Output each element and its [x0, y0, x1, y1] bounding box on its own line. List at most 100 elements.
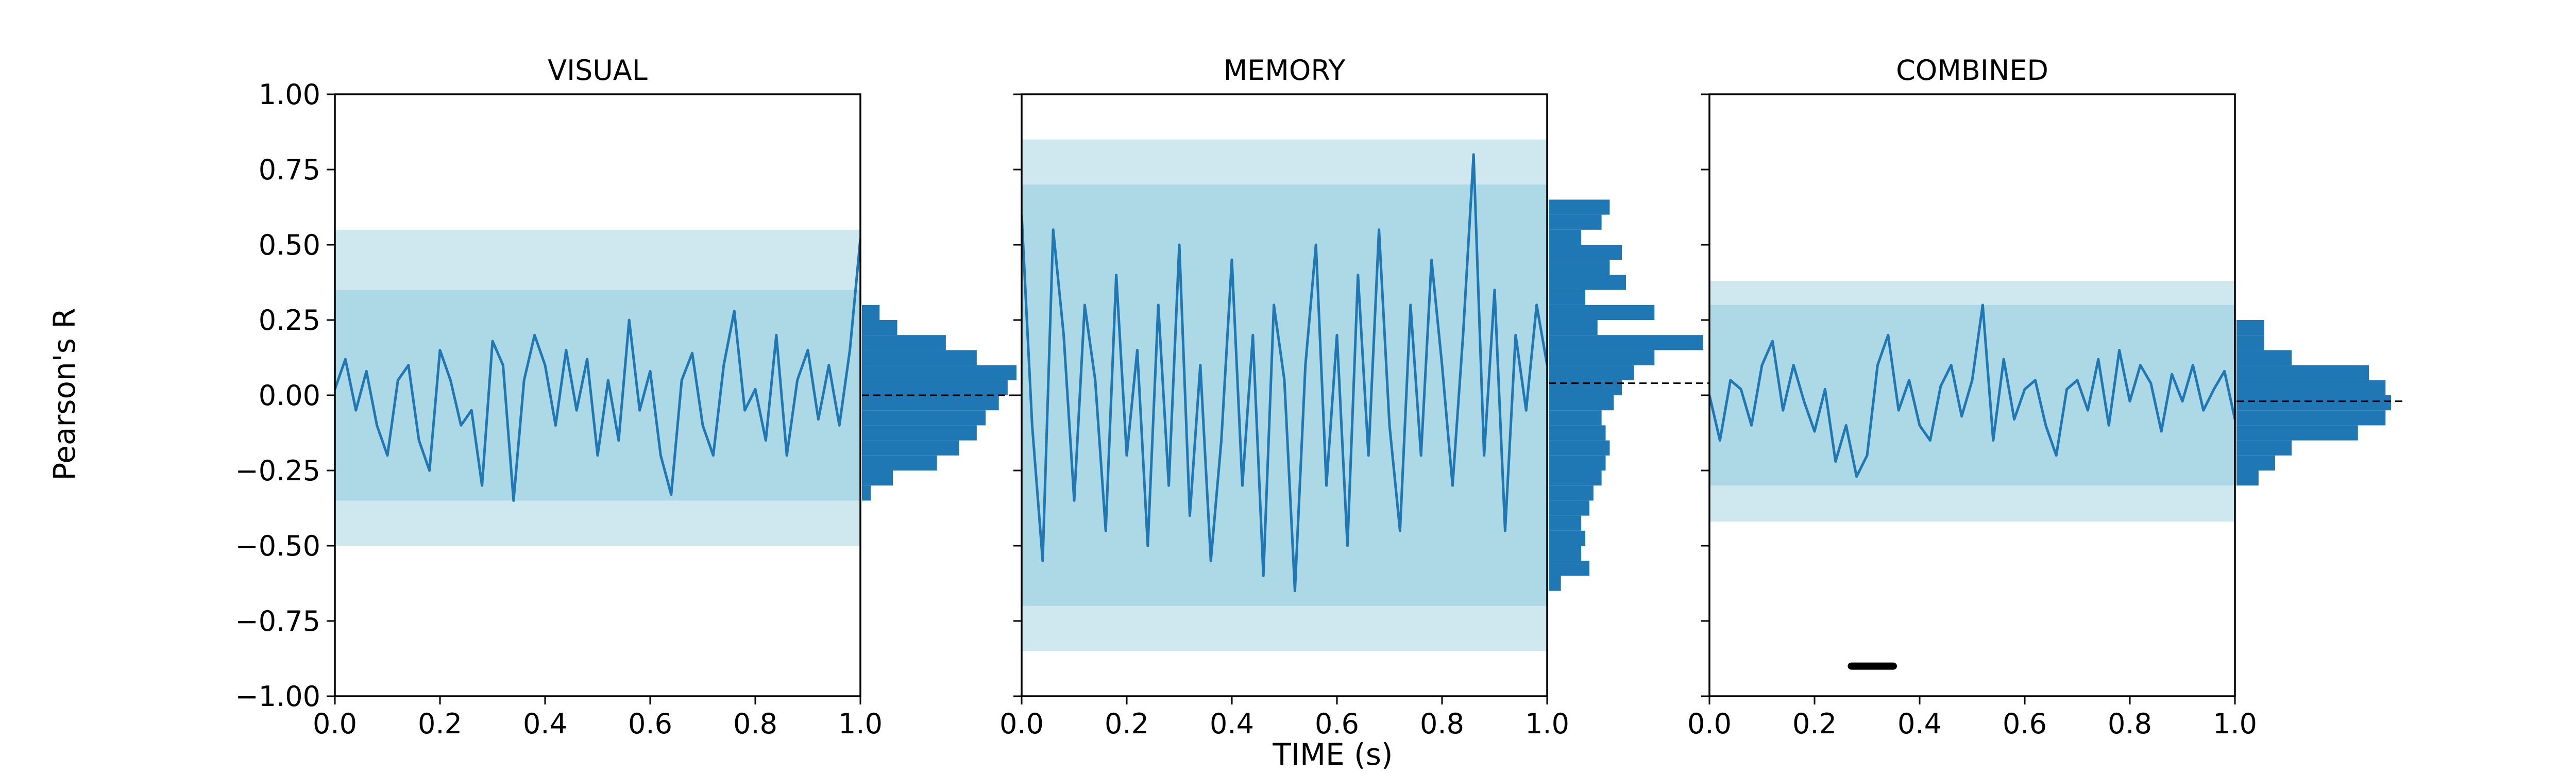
histogram-bar	[862, 440, 959, 456]
series-line	[1709, 304, 2235, 478]
x-tick-label: 0.4	[1210, 708, 1254, 740]
panel-memory: MEMORY 0.0 0.2 0.4 0.6 0.8 1.0	[999, 54, 1719, 740]
histogram-bar	[1549, 350, 1655, 365]
histogram-bar	[1549, 500, 1589, 516]
x-tick-label: 0.8	[1420, 708, 1464, 740]
histogram-bar	[2236, 455, 2275, 470]
histogram-bar	[862, 395, 999, 411]
histogram-bar	[1549, 425, 1606, 441]
x-tick-label: 0.0	[313, 708, 357, 740]
x-axis-ticks: 0.0 0.2 0.4 0.6 0.8 1.0	[1687, 696, 2257, 740]
histogram-bar	[2236, 335, 2264, 350]
histogram-bar	[1549, 530, 1586, 546]
x-tick-label: 1.0	[1525, 708, 1569, 740]
histogram-bar	[1549, 320, 1598, 335]
histogram-bar	[1549, 546, 1582, 561]
x-tick-label: 0.4	[523, 708, 567, 740]
x-tick-label: 0.6	[2003, 708, 2047, 740]
histogram-bar	[862, 470, 893, 486]
histogram-bar	[2236, 350, 2292, 365]
y-tick-label: −0.50	[235, 530, 320, 562]
histogram-bar	[1549, 335, 1703, 350]
x-tick-label: 0.4	[1897, 708, 1942, 740]
series-line	[1022, 153, 1547, 593]
plot-lines	[335, 239, 860, 502]
histogram-bar	[862, 380, 1008, 395]
x-tick-label: 0.8	[733, 708, 777, 740]
histogram-bar	[1549, 455, 1606, 470]
histogram-bar	[1549, 214, 1602, 230]
y-axis-ticks	[1701, 93, 1709, 697]
band-inner	[1709, 305, 2235, 486]
histogram-bar	[862, 365, 1016, 380]
noise-band	[1709, 281, 2235, 522]
panel-combined: COMBINED 0.0 0.2 0.4 0.6 0.8 1.0	[1687, 54, 2406, 740]
histogram-bar	[2236, 410, 2386, 426]
histogram-bar	[1549, 515, 1582, 531]
histogram-bar	[1549, 260, 1610, 275]
x-tick-label: 0.2	[1105, 708, 1149, 740]
panel-visual: VISUAL 0.0 0.2 0.4 0.6 0.8 1.0 1.00 0.75 0.50 0.…	[235, 54, 1032, 740]
noise-band	[335, 229, 860, 546]
histogram-bar	[1549, 470, 1602, 486]
histogram-bar	[2236, 395, 2391, 411]
marginal-histogram	[1549, 199, 1719, 591]
histogram-bar	[1549, 245, 1622, 260]
histogram-bar	[862, 320, 897, 335]
panel-title: MEMORY	[1224, 54, 1346, 87]
histogram-bar	[1549, 290, 1586, 305]
histogram-bar	[862, 410, 986, 426]
y-tick-label: 1.00	[259, 78, 320, 111]
plot-lines	[1022, 153, 1547, 593]
histogram-bar	[1549, 199, 1610, 215]
histogram-bar	[862, 350, 977, 365]
histogram-bar	[1549, 485, 1594, 501]
histogram-bar	[2236, 380, 2386, 395]
histogram-bar	[2236, 425, 2358, 441]
x-tick-label: 1.0	[2213, 708, 2257, 740]
panel-title: COMBINED	[1896, 54, 2048, 87]
y-tick-label: 0.75	[259, 154, 320, 186]
panel-title: VISUAL	[548, 54, 648, 87]
y-axis-label: Pearson's R	[47, 308, 82, 480]
x-tick-label: 0.8	[2108, 708, 2152, 740]
series-line	[335, 239, 860, 502]
histogram-bar	[1549, 440, 1610, 456]
histogram-bar	[862, 455, 937, 470]
x-tick-label: 0.2	[1792, 708, 1837, 740]
histogram-bar	[2236, 470, 2259, 486]
histogram-bar	[862, 305, 880, 320]
x-tick-label: 0.0	[999, 708, 1044, 740]
histogram-bar	[1549, 561, 1589, 576]
histogram-bar	[1549, 229, 1582, 245]
plot-lines	[1709, 304, 2235, 478]
x-tick-label: 0.2	[418, 708, 462, 740]
x-tick-label: 0.6	[628, 708, 672, 740]
y-tick-label: −0.75	[235, 605, 320, 637]
histogram-bar	[2236, 440, 2292, 456]
histogram-bar	[862, 485, 871, 501]
x-axis-label: TIME (s)	[1272, 737, 1393, 772]
y-tick-label: −0.25	[235, 455, 320, 487]
x-tick-label: 0.6	[1315, 708, 1359, 740]
x-tick-label: 0.0	[1687, 708, 1732, 740]
x-axis-ticks: 0.0 0.2 0.4 0.6 0.8 1.0	[999, 696, 1569, 740]
histogram-bar	[1549, 365, 1634, 380]
y-tick-label: −1.00	[235, 680, 320, 713]
histogram-bar	[1549, 410, 1602, 426]
y-tick-label: 0.25	[259, 304, 320, 337]
histogram-bar	[862, 425, 977, 441]
y-tick-label: 0.00	[259, 379, 320, 412]
y-tick-label: 0.50	[259, 229, 320, 261]
histogram-bar	[1549, 275, 1626, 290]
histogram-bar	[1549, 395, 1614, 411]
y-axis-ticks: 1.00 0.75 0.50 0.25 0.00 −0.25 −0.50 −0.75 −1.00	[235, 78, 335, 713]
histogram-bar	[2236, 320, 2264, 335]
histogram-bar	[1549, 576, 1561, 591]
y-axis-ticks	[1013, 93, 1022, 697]
histogram-bar	[1549, 305, 1655, 320]
histogram-bar	[2236, 365, 2369, 380]
histogram-bar	[862, 335, 946, 350]
x-tick-label: 1.0	[838, 708, 883, 740]
